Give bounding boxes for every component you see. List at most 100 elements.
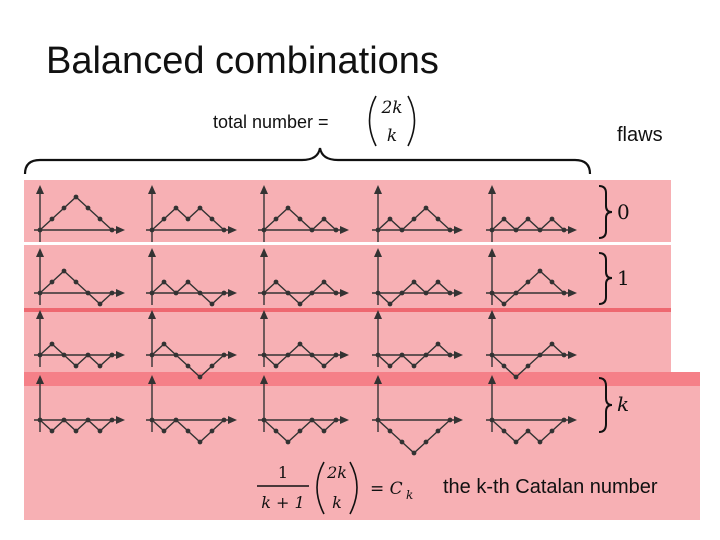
lattice-path-vertex — [321, 216, 327, 222]
lattice-path-vertex — [49, 341, 55, 347]
lattice-path-vertex — [423, 439, 429, 445]
lattice-path-vertex — [273, 216, 279, 222]
binomial-total: 2k k — [368, 95, 416, 147]
x-axis-arrowhead — [454, 289, 463, 297]
lattice-path-vertex — [49, 216, 55, 222]
lattice-path-vertex — [221, 352, 227, 358]
lattice-path-vertex — [537, 268, 543, 274]
x-axis-arrowhead — [116, 289, 125, 297]
lattice-path-vertex — [549, 428, 555, 434]
x-axis-arrowhead — [228, 416, 237, 424]
lattice-path-vertex — [525, 216, 531, 222]
y-axis-arrowhead — [36, 248, 44, 257]
lattice-path-vertex — [411, 216, 417, 222]
lattice-path-vertex — [537, 352, 543, 358]
lattice-path-vertex — [411, 450, 417, 456]
band-separator-line — [24, 308, 671, 312]
lattice-path-vertex — [447, 417, 453, 423]
lattice-path-vertex — [61, 417, 67, 423]
lattice-path-vertex — [333, 352, 339, 358]
lattice-path-vertex — [49, 279, 55, 285]
lattice-path-vertex — [161, 279, 167, 285]
lattice-path-vertex — [423, 205, 429, 211]
lattice-path-diagram — [146, 375, 237, 445]
lattice-path-vertex — [489, 417, 495, 423]
lattice-path-diagram — [486, 185, 577, 242]
lattice-path-vertex — [321, 363, 327, 369]
lattice-path-vertex — [309, 352, 315, 358]
lattice-path-vertex — [85, 417, 91, 423]
band-middle — [24, 312, 671, 372]
lattice-path-vertex — [561, 227, 567, 233]
lattice-path-vertex — [387, 216, 393, 222]
lattice-path-vertex — [173, 417, 179, 423]
flaw-count-k: k — [617, 392, 630, 416]
lattice-path-vertex — [399, 439, 405, 445]
y-axis-arrowhead — [260, 248, 268, 257]
y-axis-arrowhead — [374, 248, 382, 257]
lattice-path-vertex — [435, 341, 441, 347]
lattice-path-vertex — [513, 374, 519, 380]
lattice-path-vertex — [149, 417, 155, 423]
lattice-path-vertex — [561, 417, 567, 423]
formula-binomial-top: 2k — [326, 463, 347, 482]
lattice-path-vertex — [297, 341, 303, 347]
lattice-path-vertex — [549, 341, 555, 347]
x-axis-arrowhead — [116, 226, 125, 234]
flaw-count-one: 1 — [617, 266, 630, 290]
lattice-path-diagram — [258, 248, 349, 307]
y-axis-arrowhead — [148, 375, 156, 384]
lattice-path-vertex — [221, 417, 227, 423]
lattice-path-vertex — [375, 417, 381, 423]
lattice-path-diagram — [258, 310, 349, 369]
lattice-path-vertex — [73, 194, 79, 200]
lattice-path-vertex — [209, 216, 215, 222]
band-one-flaw — [24, 245, 671, 308]
x-axis-arrowhead — [116, 416, 125, 424]
y-axis-arrowhead — [488, 310, 496, 319]
lattice-path-diagram — [258, 375, 349, 445]
x-axis-arrowhead — [568, 289, 577, 297]
lattice-path-vertex — [85, 290, 91, 296]
lattice-path-vertex — [221, 290, 227, 296]
lattice-path-diagram — [34, 375, 125, 434]
lattice-path-vertex — [423, 290, 429, 296]
lattice-path-vertex — [261, 227, 267, 233]
lattice-path-vertex — [97, 216, 103, 222]
catalan-formula: 1 k + 1 2k k = C k — [257, 461, 413, 515]
lattice-path-vertex — [537, 439, 543, 445]
lattice-path-vertex — [561, 352, 567, 358]
lattice-path-diagram — [372, 310, 463, 369]
x-axis-arrowhead — [228, 351, 237, 359]
lattice-path-vertex — [435, 216, 441, 222]
lattice-path-vertex — [297, 428, 303, 434]
lattice-path-vertex — [185, 279, 191, 285]
y-axis-arrowhead — [260, 310, 268, 319]
band-k-flaws — [24, 386, 700, 520]
y-axis-arrowhead — [260, 185, 268, 194]
lattice-path-vertex — [149, 290, 155, 296]
lattice-path-vertex — [261, 352, 267, 358]
x-axis-arrowhead — [116, 351, 125, 359]
lattice-path-vertex — [273, 428, 279, 434]
lattice-path-vertex — [333, 417, 339, 423]
x-axis-arrowhead — [454, 416, 463, 424]
lattice-path-vertex — [525, 363, 531, 369]
flaw-count-zero: 0 — [617, 200, 630, 224]
lattice-path-diagram — [34, 248, 125, 307]
lattice-path-vertex — [501, 363, 507, 369]
x-axis-arrowhead — [228, 226, 237, 234]
lattice-path-diagram — [486, 310, 577, 380]
lattice-path-vertex — [273, 279, 279, 285]
band-divider — [24, 242, 671, 245]
y-axis-arrowhead — [36, 375, 44, 384]
lattice-path-vertex — [297, 301, 303, 307]
lattice-path-vertex — [261, 290, 267, 296]
formula-subscript: k — [406, 488, 413, 502]
lattice-path-vertex — [561, 290, 567, 296]
lattice-path-vertex — [149, 352, 155, 358]
lattice-path-vertex — [221, 227, 227, 233]
lattice-path-vertex — [399, 290, 405, 296]
lattice-path-vertex — [37, 290, 43, 296]
